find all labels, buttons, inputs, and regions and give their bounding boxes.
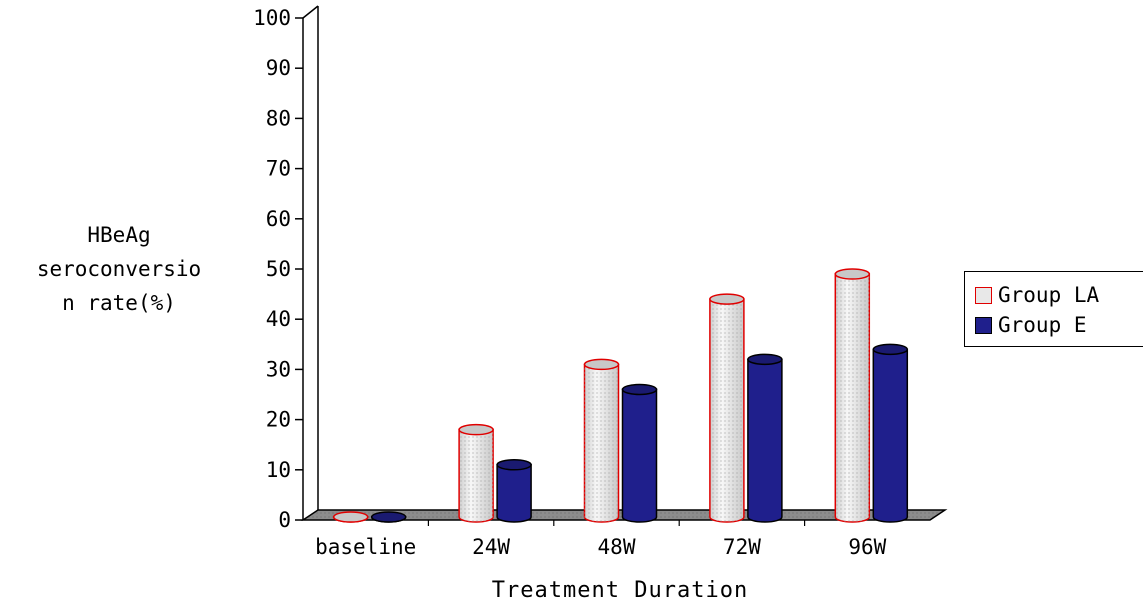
y-tick-label: 90 [266,56,291,80]
x-category-label: 96W [848,535,886,559]
bar-texture-group-la [459,429,494,522]
legend-label-group-e: Group E [998,313,1087,337]
bar-body-group-e [621,388,658,523]
bar-top-group-e [496,459,532,471]
bar-body-group-e [872,348,909,523]
y-tick-label: 0 [278,508,291,532]
bar-group-la [583,358,620,523]
y-axis-label: HBeAg seroconversio n rate(%) [0,218,238,320]
bar-group-la [834,268,871,523]
bar-group-e [621,383,658,523]
bar-texture-group-la [584,364,619,522]
bar-top-group-e [747,353,783,366]
bar-group-e [370,511,407,523]
bar-group-e [872,343,909,523]
y-tick-label: 10 [266,458,291,482]
bar-top-group-la [332,511,369,523]
y-tick-label: 20 [266,408,291,432]
bar-top-group-la [834,268,871,280]
x-category-labels: baseline 24W 48W 72W 96W [315,535,886,559]
bar-body-group-e [496,464,532,523]
bar-group-e [496,459,532,523]
x-axis-label: Treatment Duration [491,578,749,603]
bar-group-e [747,353,783,523]
bar-body-group-e [747,358,783,523]
y-axis-label-line-2: seroconversio [36,257,202,281]
y-tick-label: 30 [266,357,291,381]
y-tick-label: 100 [253,6,291,30]
chart-bars [332,268,909,523]
x-category-label: 48W [598,535,636,559]
bar-texture-group-la [835,274,870,522]
legend-swatch-group-la [975,286,992,304]
x-category-label: 72W [723,535,761,559]
y-tick-labels: 0 10 20 30 40 50 60 70 80 90 100 [253,6,291,532]
y-tick-label: 60 [266,207,291,231]
bar-group-la [332,511,369,523]
legend-swatch-group-e [975,316,992,334]
y-axis-label-line-3: n rate(%) [62,291,176,315]
bar-group-la [458,423,494,523]
legend-item-group-la: Group LA [975,282,1099,308]
bar-top-group-e [370,511,407,523]
y-tick-label: 40 [266,307,291,331]
y-tick-label: 70 [266,157,291,181]
y-tick-label: 50 [266,257,291,281]
y-axis-label-line-1: HBeAg [87,223,151,247]
x-category-label: baseline [315,535,416,559]
legend-label-group-la: Group LA [998,283,1100,307]
bar-top-group-la [709,293,745,305]
bar-top-group-la [458,423,494,436]
bar-top-group-e [621,383,658,396]
y-axis-top-cap [302,5,319,19]
bar-top-group-la [583,358,620,371]
bar-top-group-e [872,343,909,356]
legend-item-group-e: Group E [975,312,1087,338]
y-tick-label: 80 [266,106,291,130]
x-category-label: 24W [472,535,510,559]
bar-group-la [709,293,745,523]
bar-texture-group-la [709,299,744,522]
legend: Group LA Group E [964,271,1143,347]
